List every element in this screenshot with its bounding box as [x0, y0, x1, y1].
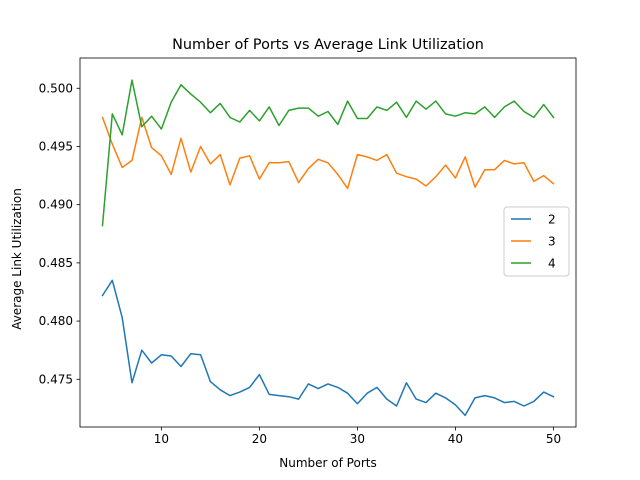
- legend: 2 3 4: [503, 206, 570, 277]
- legend-label: 2: [548, 213, 556, 227]
- series-line-4: [101, 79, 555, 227]
- legend-box: [503, 206, 570, 277]
- x-axis-label: Number of Ports: [279, 456, 376, 470]
- series-layer: [101, 79, 555, 417]
- y-axis-label: Average Link Utilization: [10, 188, 24, 330]
- y-tick-label: 0.490: [39, 198, 73, 212]
- x-tick-label: 20: [252, 432, 267, 446]
- y-tick-label: 0.500: [39, 81, 73, 95]
- x-tick-label: 50: [546, 432, 561, 446]
- legend-items: 2 3 4: [511, 213, 556, 271]
- chart-title: Number of Ports vs Average Link Utilizat…: [172, 37, 484, 53]
- y-tick-label: 0.485: [39, 256, 73, 270]
- x-tick-label: 40: [448, 432, 463, 446]
- legend-label: 4: [548, 257, 556, 271]
- series-line-2: [101, 279, 555, 417]
- legend-label: 3: [548, 235, 556, 249]
- x-tick-label: 10: [154, 432, 169, 446]
- y-tick-label: 0.495: [39, 139, 73, 153]
- y-tick-label: 0.475: [39, 372, 73, 386]
- y-tick-label: 0.480: [39, 314, 73, 328]
- axes-frame: [79, 57, 577, 428]
- x-tick-label: 30: [350, 432, 365, 446]
- x-axis-ticks: 10 20 30 40 50: [154, 427, 561, 446]
- y-axis-ticks: 0.475 0.480 0.485 0.490 0.495 0.500: [39, 81, 80, 386]
- plot-area: 10 20 30 40 50 0.475 0.480 0.485 0.490 0.495 0.50…: [39, 57, 577, 446]
- series-line-3: [101, 116, 555, 190]
